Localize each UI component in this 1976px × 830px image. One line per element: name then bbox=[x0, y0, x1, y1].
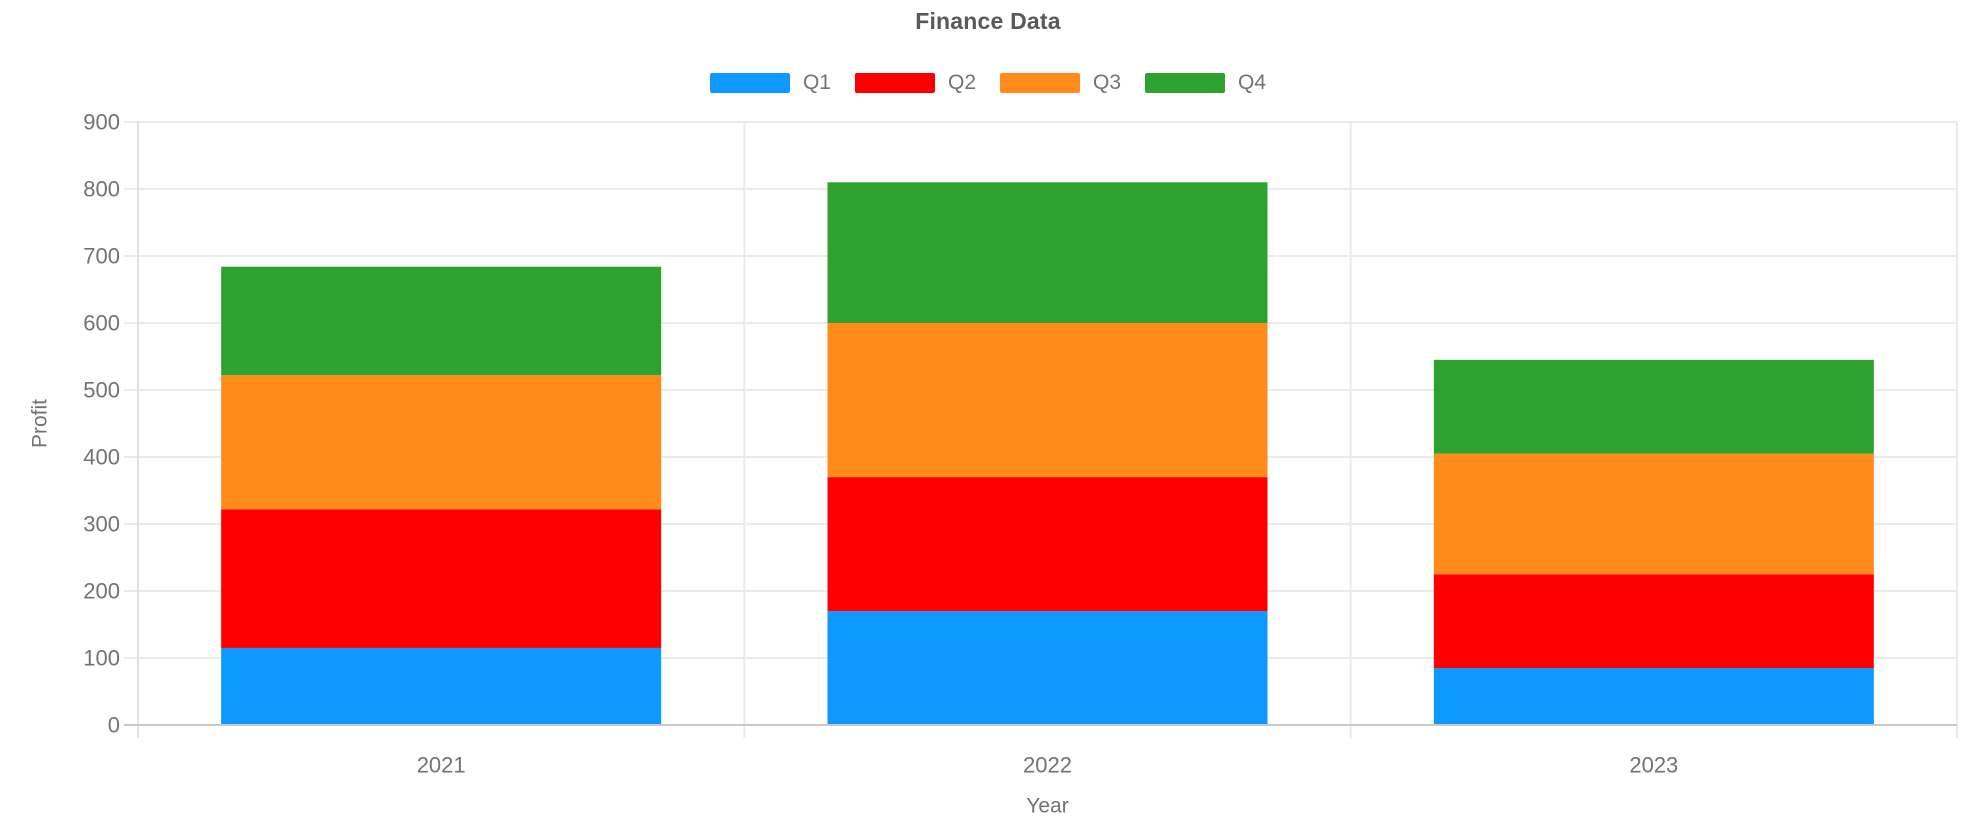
bar-2023-q2 bbox=[1433, 574, 1874, 669]
legend-swatch-q4 bbox=[1145, 73, 1226, 93]
legend-label-q1: Q1 bbox=[802, 71, 831, 94]
bar-2022-q1 bbox=[827, 611, 1268, 725]
y-tick-label-200: 200 bbox=[83, 579, 120, 604]
x-tick-label-2022: 2022 bbox=[1023, 753, 1072, 778]
bar-2021-q2 bbox=[221, 509, 662, 648]
legend-swatch-q2 bbox=[854, 73, 935, 93]
legend-item-q1[interactable]: Q1 bbox=[709, 71, 831, 95]
bar-2022-q3 bbox=[827, 323, 1268, 478]
bars bbox=[221, 182, 1874, 725]
y-tick-label-400: 400 bbox=[83, 445, 120, 470]
y-axis-title: Profit bbox=[29, 399, 52, 448]
bar-2023-q4 bbox=[1433, 359, 1874, 454]
legend-label-q4: Q4 bbox=[1238, 71, 1267, 94]
legend: Q1 Q2 Q3 Q4 bbox=[0, 71, 1976, 95]
bar-2022-q2 bbox=[827, 477, 1268, 612]
bar-2021-q3 bbox=[221, 375, 662, 510]
x-tick-label-2021: 2021 bbox=[417, 753, 466, 778]
bar-2022-q4 bbox=[827, 182, 1268, 323]
y-tick-label-100: 100 bbox=[83, 646, 120, 671]
y-tick-label-900: 900 bbox=[83, 110, 120, 135]
legend-label-q3: Q3 bbox=[1093, 71, 1122, 94]
y-tick-label-0: 0 bbox=[108, 713, 120, 738]
bar-2023-q3 bbox=[1433, 453, 1874, 575]
legend-item-q2[interactable]: Q2 bbox=[854, 71, 976, 95]
bar-2023-q1 bbox=[1433, 668, 1874, 725]
legend-swatch-q3 bbox=[1000, 73, 1080, 93]
axes bbox=[124, 122, 1957, 738]
legend-item-q3[interactable]: Q3 bbox=[1000, 71, 1121, 95]
y-tick-label-800: 800 bbox=[83, 177, 120, 202]
bar-2021-q4 bbox=[221, 266, 662, 376]
tick-labels: 0 100 200 300 400 500 600 700 800 900 2021 2022 2023 bbox=[83, 110, 1678, 778]
chart-title: Finance Data bbox=[915, 8, 1061, 34]
y-tick-label-600: 600 bbox=[83, 311, 120, 336]
bar-2021-q1 bbox=[221, 647, 662, 725]
x-axis-title: Year bbox=[1026, 795, 1068, 818]
y-tick-label-300: 300 bbox=[83, 512, 120, 537]
y-tick-label-500: 500 bbox=[83, 378, 120, 403]
x-tick-label-2023: 2023 bbox=[1629, 753, 1678, 778]
legend-item-q4[interactable]: Q4 bbox=[1145, 71, 1266, 95]
y-tick-label-700: 700 bbox=[83, 244, 120, 269]
legend-label-q2: Q2 bbox=[947, 71, 976, 94]
legend-swatch-q1 bbox=[709, 73, 790, 93]
